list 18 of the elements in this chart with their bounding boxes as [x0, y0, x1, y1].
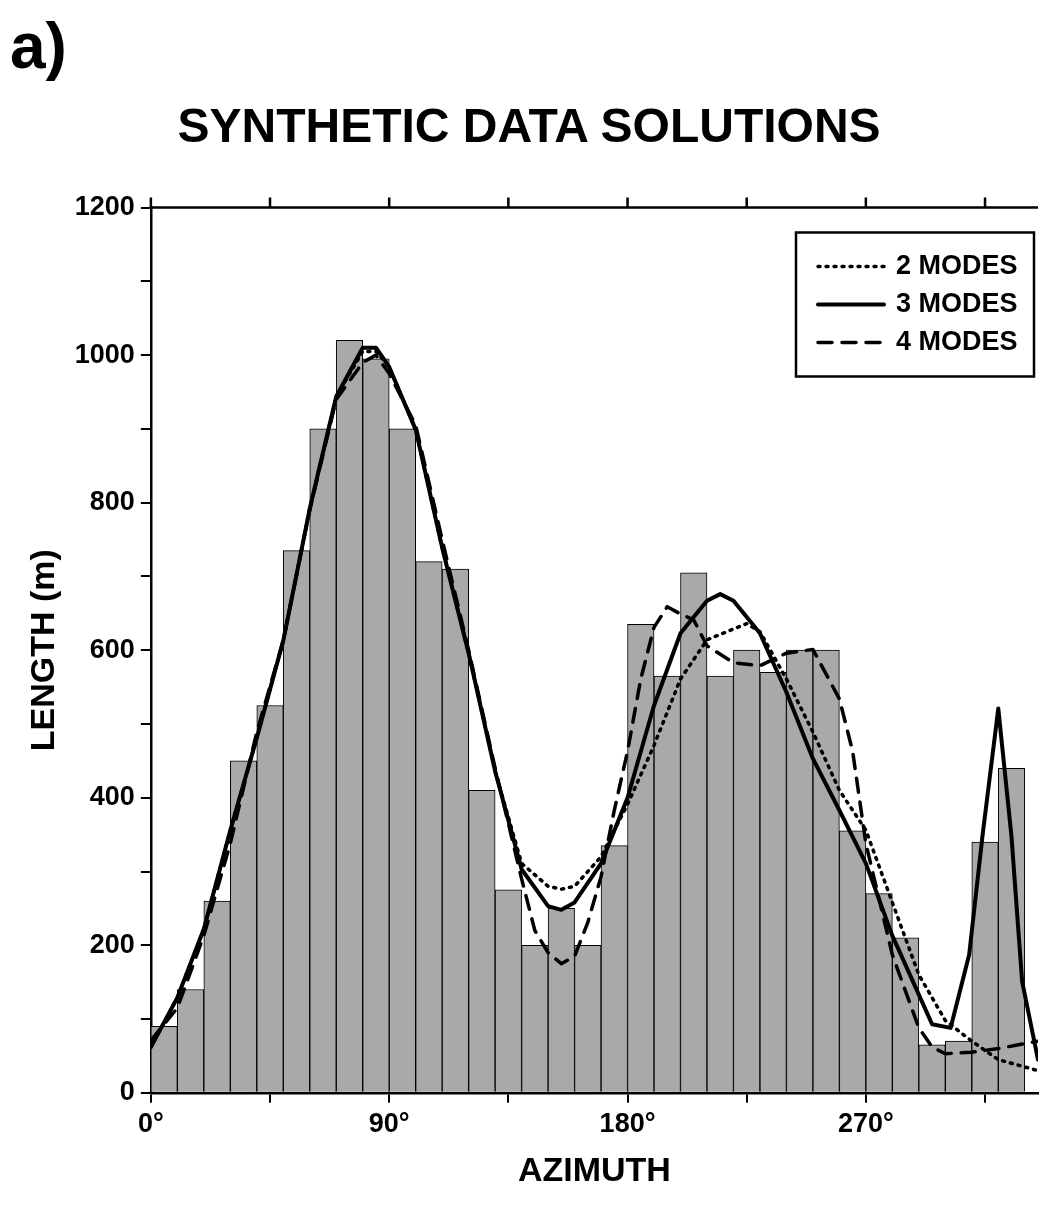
y-tick-label: 1200	[74, 191, 135, 222]
legend-label: 3 MODES	[896, 288, 1018, 319]
legend-label: 4 MODES	[896, 326, 1018, 357]
y-tick-label: 600	[89, 633, 135, 664]
y-tick-label: 200	[89, 928, 135, 959]
legend-label: 2 MODES	[896, 250, 1018, 281]
y-tick-label: 0	[119, 1076, 135, 1107]
text: a)	[10, 9, 67, 82]
y-tick-label: 400	[89, 781, 135, 812]
chart-title: SYNTHETIC DATA SOLUTIONS	[177, 99, 881, 153]
x-axis-title: AZIMUTH	[517, 1149, 671, 1188]
x-tick-label: 270°	[837, 1108, 894, 1139]
y-tick-label: 800	[89, 486, 135, 517]
x-tick-label: 180°	[599, 1108, 656, 1139]
y-tick-label: 1000	[74, 338, 135, 369]
x-tick-label: 90°	[368, 1108, 410, 1139]
x-tick-label: 0°	[137, 1108, 164, 1139]
y-axis-title: LENGTH (m)	[22, 549, 61, 752]
